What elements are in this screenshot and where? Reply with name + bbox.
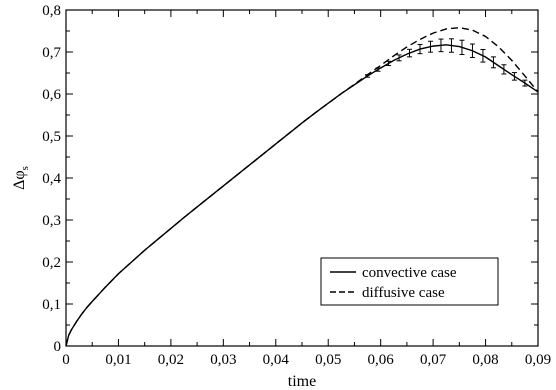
- error-bar: [407, 48, 413, 58]
- error-bar: [427, 40, 433, 53]
- x-tick-label: 0,04: [263, 352, 290, 368]
- error-bar: [522, 79, 528, 87]
- series-line-convective: [65, 44, 539, 347]
- error-bar: [417, 43, 423, 55]
- y-axis-label-subscript: s: [19, 166, 31, 170]
- y-axis-label-main: Δφ: [11, 170, 28, 190]
- legend-label-convective: convective case: [362, 265, 457, 281]
- y-tick-label: 0,7: [42, 45, 61, 61]
- error-bar: [438, 38, 444, 53]
- legend-box: [320, 257, 499, 306]
- error-bar: [469, 43, 475, 58]
- legend-label-diffusive: diffusive case: [362, 285, 445, 301]
- x-tick-label: 0,03: [210, 352, 236, 368]
- error-bar: [459, 39, 465, 56]
- error-bar: [501, 64, 507, 75]
- error-bar: [511, 72, 517, 81]
- plot-area: [65, 26, 539, 347]
- y-tick-label: 0,8: [42, 3, 61, 19]
- x-tick-label: 0,08: [472, 352, 498, 368]
- y-tick-label: 0,5: [42, 129, 61, 145]
- x-tick-label: 0,01: [105, 352, 131, 368]
- error-bar: [365, 74, 371, 78]
- error-bar: [490, 56, 496, 69]
- error-bar: [375, 67, 381, 72]
- x-tick-label: 0,05: [315, 352, 341, 368]
- error-bar: [480, 48, 486, 63]
- y-tick-label: 0,2: [42, 255, 61, 271]
- x-tick-label: 0: [62, 352, 70, 368]
- x-axis-label: time: [288, 373, 316, 390]
- x-tick-label: 0,07: [420, 352, 447, 368]
- y-tick-label: 0,3: [42, 213, 61, 229]
- y-axis-label-group: Δφs: [11, 166, 31, 190]
- legend: convective case diffusive case: [320, 257, 499, 306]
- y-tick-label: 0,1: [42, 297, 61, 313]
- error-bar: [386, 60, 392, 67]
- y-axis-label: Δφs: [11, 166, 31, 190]
- error-bar: [448, 38, 454, 53]
- error-bar: [396, 54, 402, 62]
- y-tick-label: 0,6: [42, 87, 61, 103]
- x-tick-label: 0,02: [158, 352, 184, 368]
- y-tick-label: 0: [54, 339, 62, 355]
- y-tick-label: 0,4: [42, 171, 61, 187]
- x-tick-label: 0,09: [525, 352, 551, 368]
- x-tick-label: 0,06: [368, 352, 395, 368]
- axis-ticks: 0 0,01 0,02 0,03 0,04 0,05 0,06 0,07 0,08 0,09 0 0,…: [42, 3, 551, 368]
